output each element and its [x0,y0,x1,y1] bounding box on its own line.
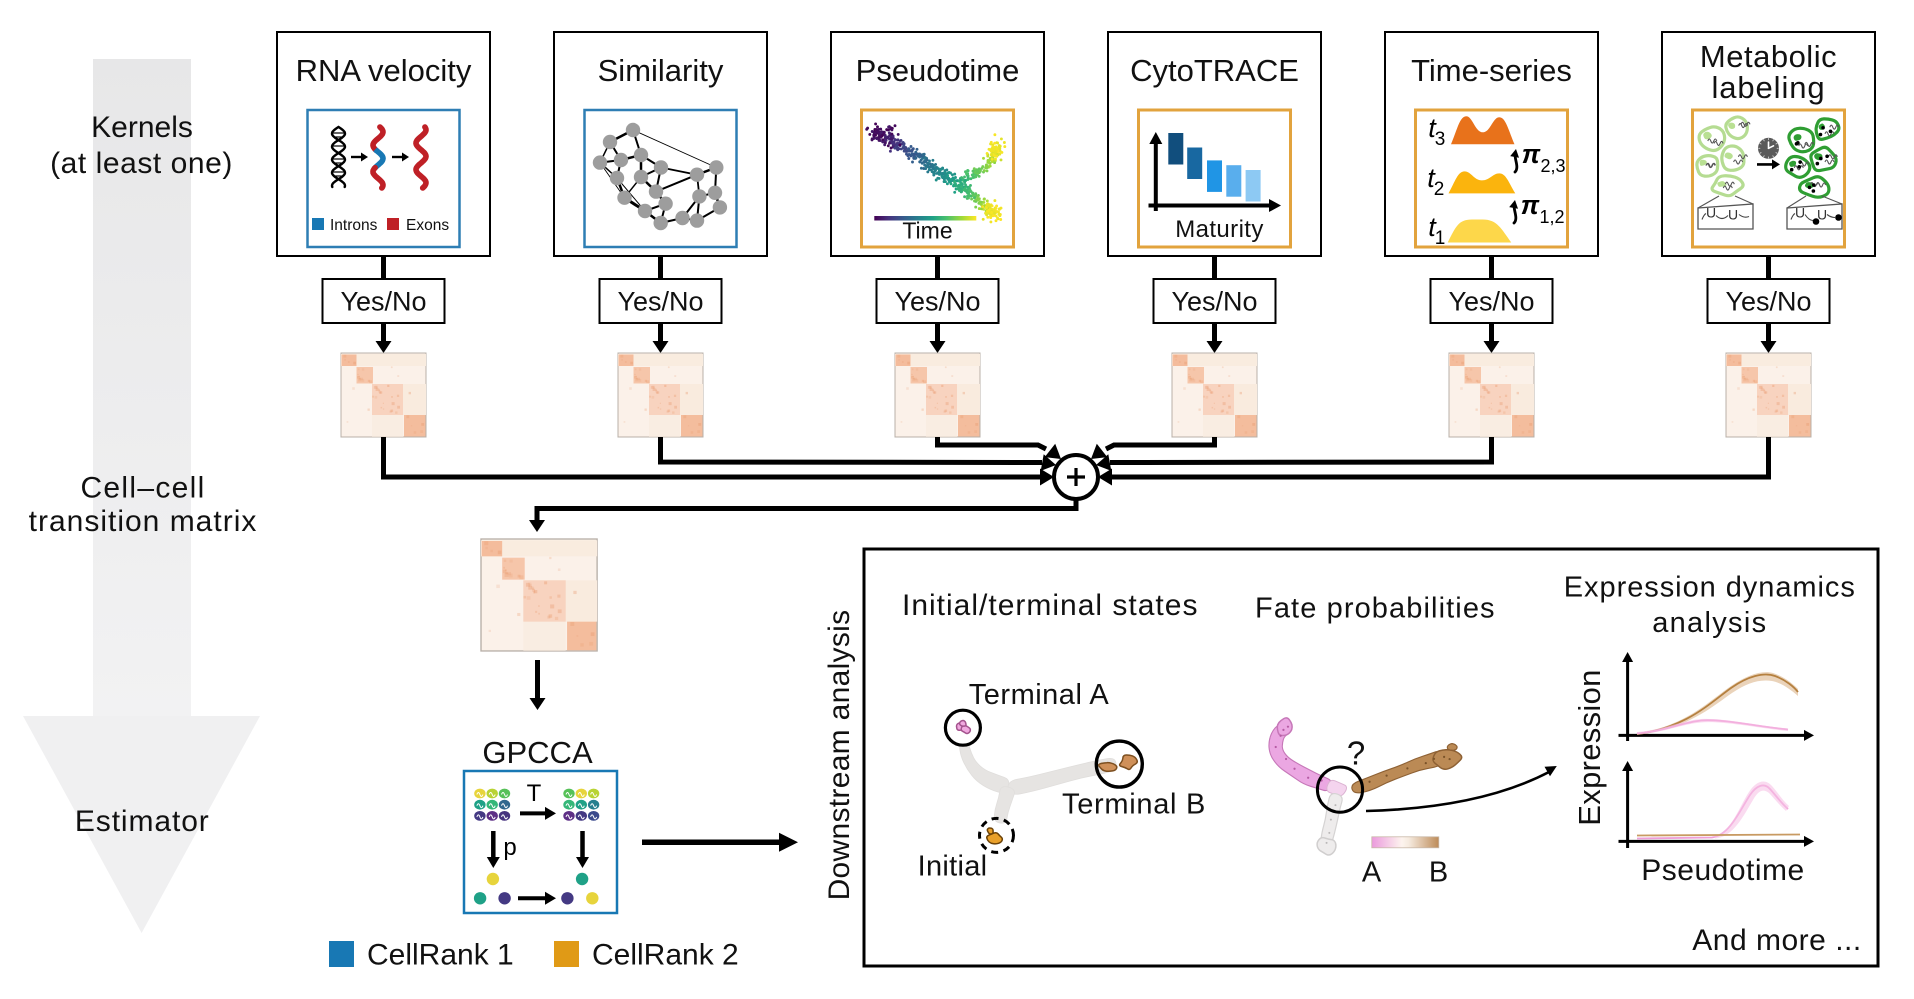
svg-text:transition matrix: transition matrix [29,505,258,538]
svg-text:Expression dynamics: Expression dynamics [1564,572,1856,604]
svg-text:t: t [1428,212,1437,242]
svg-text:Maturity: Maturity [1175,216,1264,243]
svg-text:Time: Time [902,217,952,243]
svg-text:Similarity: Similarity [598,53,724,88]
svg-text:labeling: labeling [1711,70,1825,105]
svg-text:?: ? [1347,734,1365,771]
svg-text:Metabolic: Metabolic [1700,39,1837,74]
svg-text:Pseudotime: Pseudotime [1641,854,1804,887]
svg-text:t: t [1427,163,1436,193]
svg-text:T: T [527,780,542,807]
svg-text:π: π [1522,139,1541,169]
svg-text:2,3: 2,3 [1540,156,1565,176]
svg-text:π: π [1521,190,1540,220]
svg-text:Yes/No: Yes/No [617,286,703,316]
svg-text:Yes/No: Yes/No [340,286,426,316]
svg-text:Fate probabilities: Fate probabilities [1255,593,1496,625]
svg-text:U: U [1728,207,1738,223]
svg-text:Pseudotime: Pseudotime [856,53,1020,88]
svg-text:Initial: Initial [918,851,988,883]
svg-text:2: 2 [1434,179,1445,200]
svg-text:Expression: Expression [1572,669,1607,825]
svg-text:U: U [1817,207,1827,223]
svg-text:Terminal B: Terminal B [1062,789,1206,821]
svg-text:U: U [1795,205,1805,221]
svg-text:Exons: Exons [406,217,449,234]
svg-text:Introns: Introns [330,217,378,234]
svg-text:Yes/No: Yes/No [1448,286,1534,316]
svg-text:p: p [503,834,516,861]
svg-text:CellRank 2: CellRank 2 [592,938,739,971]
svg-text:Downstream analysis: Downstream analysis [823,610,856,901]
svg-text:Yes/No: Yes/No [1171,286,1257,316]
svg-text:CytoTRACE: CytoTRACE [1130,53,1299,88]
svg-text:Initial/terminal states: Initial/terminal states [902,589,1198,622]
svg-text:Kernels: Kernels [91,111,193,144]
svg-text:Estimator: Estimator [75,805,210,838]
svg-text:RNA velocity: RNA velocity [296,53,472,88]
svg-text:B: B [1429,857,1448,889]
svg-text:Cell–cell: Cell–cell [80,471,205,504]
svg-text:1: 1 [1435,228,1446,249]
svg-text:Yes/No: Yes/No [894,286,980,316]
svg-text:GPCCA: GPCCA [482,735,593,770]
svg-text:Yes/No: Yes/No [1725,286,1811,316]
svg-text:U: U [1706,205,1716,221]
svg-text:t: t [1428,113,1437,143]
svg-text:CellRank 1: CellRank 1 [367,938,514,971]
svg-text:(at least one): (at least one) [50,147,233,180]
svg-text:1,2: 1,2 [1539,207,1564,227]
svg-text:A: A [1362,857,1382,889]
svg-text:Time-series: Time-series [1411,53,1572,88]
svg-text:And more ...: And more ... [1692,924,1861,957]
svg-text:analysis: analysis [1652,607,1767,639]
svg-text:Terminal A: Terminal A [969,679,1110,711]
svg-text:3: 3 [1435,129,1446,150]
